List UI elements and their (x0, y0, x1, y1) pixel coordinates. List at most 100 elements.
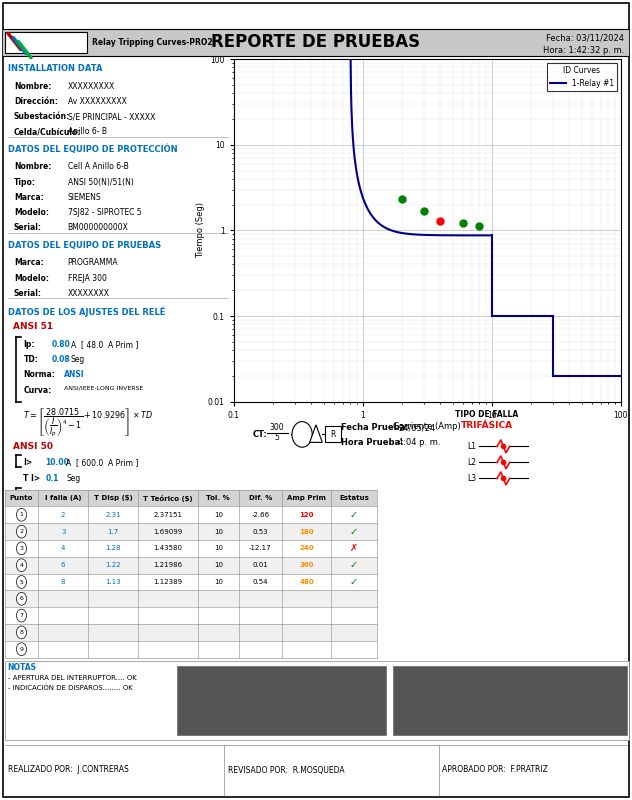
Text: 1: 1 (20, 512, 23, 518)
Text: Seg: Seg (66, 474, 81, 482)
Text: 1.12389: 1.12389 (153, 579, 183, 585)
Y-axis label: Tiempo (Seg): Tiempo (Seg) (196, 202, 205, 258)
Text: FREJA 300: FREJA 300 (68, 274, 107, 282)
Text: -2.66: -2.66 (252, 512, 269, 518)
Circle shape (16, 542, 27, 554)
Text: 0.54: 0.54 (253, 579, 268, 585)
Text: 8: 8 (20, 630, 23, 635)
Text: Tol. %: Tol. % (207, 495, 230, 501)
Text: I>: I> (23, 458, 32, 467)
Text: ✗: ✗ (350, 543, 358, 554)
Text: 120: 120 (300, 512, 313, 518)
Text: DATOS DEL EQUIPO DE PRUEBAS: DATOS DEL EQUIPO DE PRUEBAS (8, 241, 161, 250)
X-axis label: Corriente (Amp): Corriente (Amp) (393, 422, 461, 431)
Text: 10: 10 (214, 512, 223, 518)
Text: BM000000000X: BM000000000X (68, 223, 128, 232)
Text: Nombre:: Nombre: (14, 82, 51, 90)
Text: Subestación:: Subestación: (14, 112, 70, 121)
Text: 10.00: 10.00 (46, 458, 70, 467)
Circle shape (16, 526, 27, 538)
Text: Modelo:: Modelo: (14, 274, 49, 282)
FancyBboxPatch shape (5, 574, 377, 590)
FancyBboxPatch shape (177, 666, 386, 735)
Text: 3: 3 (20, 546, 23, 551)
FancyBboxPatch shape (3, 29, 629, 56)
Text: 10: 10 (214, 546, 223, 551)
FancyBboxPatch shape (5, 506, 377, 523)
Text: 7SJ82 - SIPROTEC 5: 7SJ82 - SIPROTEC 5 (68, 208, 141, 217)
Text: CT:: CT: (253, 430, 268, 439)
Text: L3: L3 (468, 474, 477, 483)
Text: 180: 180 (299, 529, 314, 534)
Text: 0.1: 0.1 (46, 474, 59, 482)
FancyBboxPatch shape (3, 3, 629, 797)
FancyBboxPatch shape (5, 490, 377, 506)
Text: Punto: Punto (10, 495, 33, 501)
Text: 1.13: 1.13 (106, 579, 121, 585)
FancyBboxPatch shape (5, 523, 377, 540)
Text: 300: 300 (269, 423, 284, 433)
Circle shape (16, 509, 27, 521)
Text: 9: 9 (20, 646, 23, 652)
Text: Dirección:: Dirección: (14, 97, 58, 106)
Text: T Teórico ($): T Teórico ($) (143, 494, 193, 502)
Text: 1.28: 1.28 (106, 546, 121, 551)
Text: Nombre:: Nombre: (14, 162, 51, 171)
Text: 7: 7 (20, 613, 23, 618)
Text: Celda/Cubículo:: Celda/Cubículo: (14, 127, 82, 136)
Text: Marca:: Marca: (14, 258, 44, 267)
Text: Norma:: Norma: (23, 370, 55, 379)
Text: ANSI 50: ANSI 50 (13, 442, 52, 451)
Text: SIEMENS: SIEMENS (68, 193, 101, 202)
Text: ✓: ✓ (350, 526, 358, 537)
Text: 2: 2 (20, 529, 23, 534)
Text: A  [ 48.0  A Prim ]: A [ 48.0 A Prim ] (71, 340, 138, 349)
Text: 1.7: 1.7 (107, 529, 119, 534)
Text: INSTALLATION DATA: INSTALLATION DATA (8, 64, 102, 73)
Text: Serial:: Serial: (14, 289, 42, 298)
Text: S/E PRINCIPAL - XXXXX: S/E PRINCIPAL - XXXXX (68, 112, 155, 121)
Text: ✓: ✓ (350, 560, 358, 570)
Text: I falla (A): I falla (A) (45, 495, 82, 501)
Text: - INDICACIÓN DE DISPAROS........ OK: - INDICACIÓN DE DISPAROS........ OK (8, 685, 132, 691)
Text: 6: 6 (61, 562, 66, 568)
Text: 3: 3 (61, 529, 66, 534)
Text: Tipo:: Tipo: (14, 178, 36, 186)
Text: PROGRAMMA: PROGRAMMA (68, 258, 118, 267)
Text: ✓: ✓ (350, 577, 358, 587)
Text: 360: 360 (300, 562, 313, 568)
FancyBboxPatch shape (5, 607, 377, 624)
FancyBboxPatch shape (5, 641, 377, 658)
FancyBboxPatch shape (5, 557, 377, 574)
Text: 2.31: 2.31 (106, 512, 121, 518)
Text: 2: 2 (61, 512, 65, 518)
Text: - APERTURA DEL INTERRUPTOR.... OK: - APERTURA DEL INTERRUPTOR.... OK (8, 675, 137, 682)
Text: 1.22: 1.22 (106, 562, 121, 568)
Text: Serial:: Serial: (14, 223, 42, 232)
Polygon shape (310, 425, 322, 442)
Text: ANSI 50(N)/51(N): ANSI 50(N)/51(N) (68, 178, 133, 186)
Text: Modelo:: Modelo: (14, 208, 49, 217)
Text: ANSI/IEEE-LONG INVERSE: ANSI/IEEE-LONG INVERSE (64, 386, 143, 390)
Text: Dif. %: Dif. % (249, 495, 272, 501)
Text: 240: 240 (299, 546, 314, 551)
Text: Hora Prueba:: Hora Prueba: (341, 438, 404, 447)
Text: 10: 10 (214, 529, 223, 534)
Text: Relay Tripping Curves-PRO2: Relay Tripping Curves-PRO2 (92, 38, 212, 47)
Text: -12.17: -12.17 (249, 546, 272, 551)
FancyBboxPatch shape (5, 661, 629, 740)
Text: ANSI 51: ANSI 51 (13, 322, 52, 331)
Text: REVISADO POR:  R.MOSQUEDA: REVISADO POR: R.MOSQUEDA (228, 766, 344, 774)
Text: Seg: Seg (66, 506, 81, 515)
Text: 10: 10 (214, 579, 223, 585)
Text: Fecha: 03/11/2024
Hora: 1:42:32 p. m.: Fecha: 03/11/2024 Hora: 1:42:32 p. m. (543, 34, 624, 55)
Text: I>>: I>> (23, 491, 39, 500)
Circle shape (292, 422, 312, 447)
Text: TIPO DE FALLA: TIPO DE FALLA (455, 410, 518, 418)
Text: 0.53: 0.53 (253, 529, 268, 534)
Circle shape (16, 559, 27, 571)
Text: ANSI: ANSI (64, 370, 85, 379)
Text: L1: L1 (468, 442, 477, 451)
Text: 0.01: 0.01 (253, 562, 268, 568)
Text: APROBADO POR:  F.PRATRIZ: APROBADO POR: F.PRATRIZ (442, 766, 549, 774)
